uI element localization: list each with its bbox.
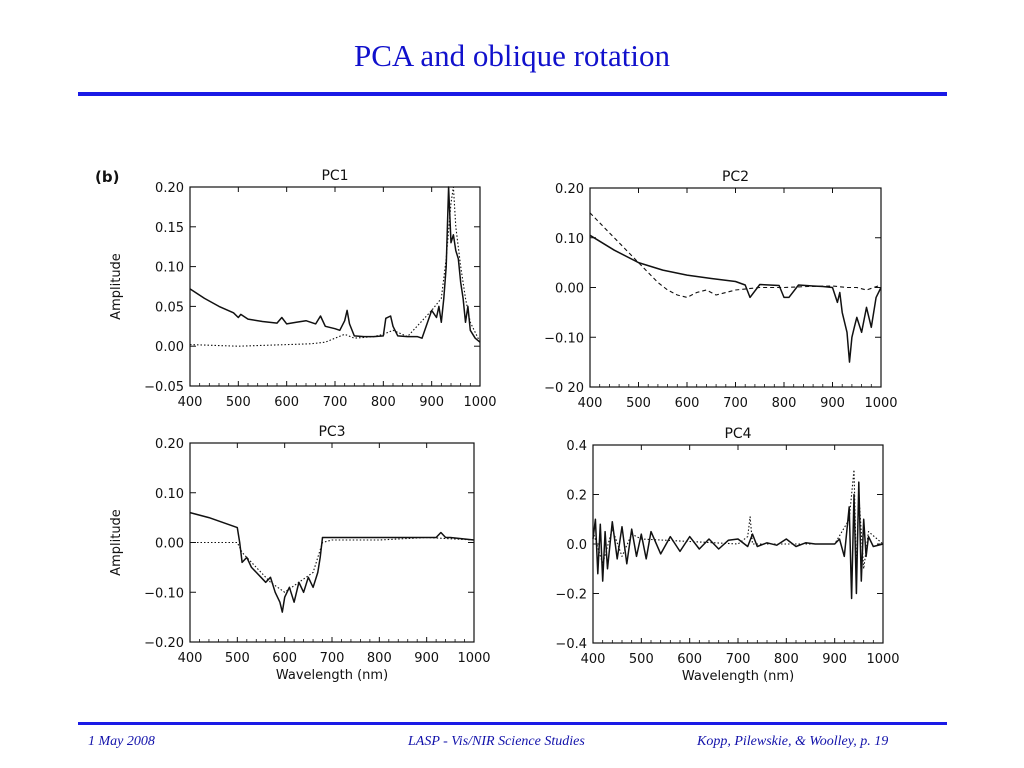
y-tick-label: 0.15 bbox=[155, 221, 184, 236]
series-line-solid bbox=[589, 234, 882, 363]
x-tick-label: 600 bbox=[675, 396, 700, 411]
x-tick-label: 900 bbox=[820, 396, 845, 411]
x-tick-label: 500 bbox=[226, 395, 251, 410]
y-axis-label: Amplitude bbox=[109, 509, 124, 576]
x-tick-label: 400 bbox=[578, 396, 603, 411]
panel-label: (b) bbox=[95, 168, 119, 186]
x-tick-label: 500 bbox=[225, 651, 250, 666]
x-tick-label: 700 bbox=[723, 396, 748, 411]
y-tick-label: 0.2 bbox=[566, 489, 587, 504]
y-tick-label: 0.00 bbox=[555, 282, 584, 297]
chart-pc3: PC3 400 500 600 700 800 900 1000 −0.20 −0.10 0.00 0… bbox=[109, 424, 491, 683]
chart-title: PC2 bbox=[722, 169, 749, 185]
x-tick-label: 900 bbox=[822, 652, 847, 667]
plot-frame bbox=[189, 186, 481, 387]
y-tick-label: 0.20 bbox=[155, 437, 184, 452]
chart-title: PC3 bbox=[318, 424, 345, 440]
y-axis-label: Amplitude bbox=[109, 253, 124, 320]
x-tick-label: 700 bbox=[320, 651, 345, 666]
x-tick-label: 1000 bbox=[457, 651, 490, 666]
series-line-dotted bbox=[592, 469, 884, 570]
x-tick-label: 500 bbox=[626, 396, 651, 411]
x-axis-label: Wavelength (nm) bbox=[682, 669, 794, 684]
plot-frame bbox=[589, 187, 882, 388]
series-line-solid bbox=[189, 186, 481, 343]
footer-authors: Kopp, Pilewskie, & Woolley, p. 19 bbox=[697, 734, 889, 749]
slide-title: PCA and oblique rotation bbox=[353, 38, 670, 73]
x-tick-label: 1000 bbox=[864, 396, 897, 411]
x-axis-label: Wavelength (nm) bbox=[276, 668, 388, 683]
y-tick-label: −0.2 bbox=[555, 588, 587, 603]
x-tick-label: 600 bbox=[272, 651, 297, 666]
x-tick-label: 400 bbox=[178, 395, 203, 410]
y-tick-label: 0.20 bbox=[155, 181, 184, 196]
y-tick-label: 0.10 bbox=[155, 487, 184, 502]
x-tick-label: 600 bbox=[677, 652, 702, 667]
x-tick-label: 1000 bbox=[866, 652, 899, 667]
y-tick-label: 0.4 bbox=[566, 439, 587, 454]
y-tick-label: 0.05 bbox=[155, 300, 184, 315]
y-tick-label: −0 20 bbox=[544, 381, 584, 396]
x-tick-label: 800 bbox=[367, 651, 392, 666]
y-tick-label: −0.10 bbox=[144, 586, 184, 601]
y-tick-label: 0.00 bbox=[155, 537, 184, 552]
title-divider bbox=[78, 92, 947, 96]
plot-frame bbox=[592, 444, 884, 644]
series-line-dashed bbox=[589, 212, 882, 298]
x-tick-label: 800 bbox=[772, 396, 797, 411]
series-line-dotted bbox=[190, 536, 475, 593]
x-tick-label: 400 bbox=[178, 651, 203, 666]
chart-pc4: PC4 400 500 600 700 800 900 1000 −0.4 −0.2 0.0 0.2 0… bbox=[555, 426, 899, 684]
x-tick-label: 800 bbox=[371, 395, 396, 410]
series-line-dotted bbox=[189, 186, 481, 347]
chart-pc1: PC1 400 500 600 700 800 900 1000 −0.05 0.00 0.05 0.… bbox=[109, 168, 497, 410]
chart-title: PC1 bbox=[321, 168, 348, 184]
x-tick-label: 900 bbox=[419, 395, 444, 410]
x-tick-label: 700 bbox=[726, 652, 751, 667]
y-tick-label: −0.05 bbox=[144, 380, 184, 395]
x-tick-label: 400 bbox=[581, 652, 606, 667]
y-tick-label: 0.0 bbox=[566, 538, 587, 553]
chart-title: PC4 bbox=[724, 426, 751, 442]
series-line-solid bbox=[189, 511, 475, 613]
footer-date: 1 May 2008 bbox=[88, 734, 155, 749]
y-tick-label: 0.00 bbox=[155, 340, 184, 355]
y-tick-label: 0.10 bbox=[555, 232, 584, 247]
footer-org: LASP - Vis/NIR Science Studies bbox=[408, 734, 585, 749]
y-tick-label: −0.4 bbox=[555, 637, 587, 652]
x-tick-label: 800 bbox=[774, 652, 799, 667]
y-tick-label: −0.10 bbox=[544, 331, 584, 346]
x-tick-label: 600 bbox=[274, 395, 299, 410]
footer-divider bbox=[78, 722, 947, 725]
x-tick-label: 900 bbox=[414, 651, 439, 666]
y-tick-label: −0.20 bbox=[144, 636, 184, 651]
x-tick-label: 700 bbox=[323, 395, 348, 410]
y-tick-label: 0.10 bbox=[155, 261, 184, 276]
x-tick-label: 1000 bbox=[463, 395, 496, 410]
x-tick-label: 500 bbox=[629, 652, 654, 667]
y-tick-label: 0.20 bbox=[555, 182, 584, 197]
chart-pc2: PC2 400 500 600 700 800 900 1000 −0 20 −0.10 0.00 0… bbox=[544, 169, 897, 411]
series-line-solid bbox=[592, 481, 884, 600]
